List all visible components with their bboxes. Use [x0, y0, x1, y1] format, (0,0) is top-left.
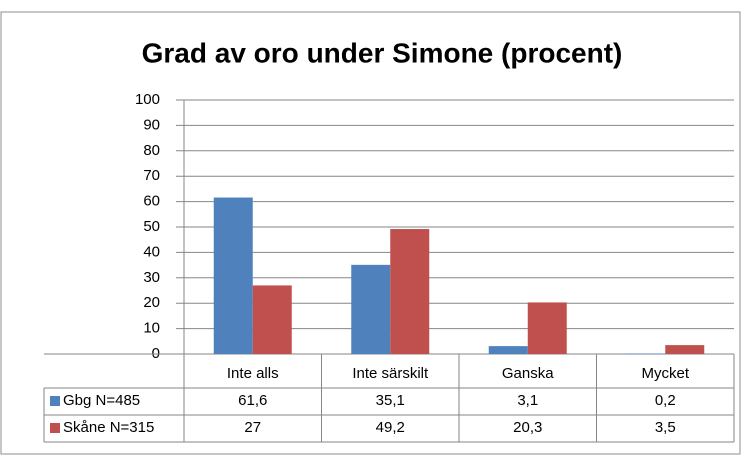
table-value: 35,1: [376, 392, 405, 409]
bar: [351, 264, 391, 354]
table-value: 3,5: [655, 419, 676, 436]
bar: [390, 229, 430, 354]
y-tick-label: 90: [143, 116, 160, 133]
x-tick-label: Inte alls: [227, 365, 279, 382]
y-tick-label: 10: [143, 320, 160, 337]
bar: [527, 302, 567, 354]
x-tick-label: Ganska: [502, 365, 554, 382]
table-value: 0,2: [655, 392, 676, 409]
x-tick-label: Mycket: [641, 365, 689, 382]
legend-label: Gbg N=485: [63, 392, 140, 409]
y-tick-label: 60: [143, 193, 160, 210]
bar: [213, 197, 253, 354]
legend-swatch: [50, 423, 60, 433]
table-value: 49,2: [376, 419, 405, 436]
legend-label: Skåne N=315: [63, 419, 154, 436]
x-tick-label: Inte särskilt: [352, 365, 429, 382]
bar: [665, 345, 705, 354]
y-tick-label: 30: [143, 269, 160, 286]
bar: [252, 285, 292, 354]
legend-swatch: [50, 396, 60, 406]
bar: [488, 346, 528, 354]
bar: [626, 353, 666, 354]
chart-title: Grad av oro under Simone (procent): [142, 37, 623, 68]
y-tick-label: 20: [143, 294, 160, 311]
y-tick-label: 100: [135, 91, 160, 108]
table-value: 3,1: [517, 392, 538, 409]
y-tick-label: 80: [143, 142, 160, 159]
y-tick-label: 0: [152, 345, 160, 362]
y-tick-label: 70: [143, 167, 160, 184]
y-tick-label: 40: [143, 243, 160, 260]
chart-border: [0, 11, 741, 455]
table-value: 27: [244, 419, 261, 436]
table-value: 61,6: [238, 392, 267, 409]
table-value: 20,3: [513, 419, 542, 436]
y-tick-label: 50: [143, 218, 160, 235]
